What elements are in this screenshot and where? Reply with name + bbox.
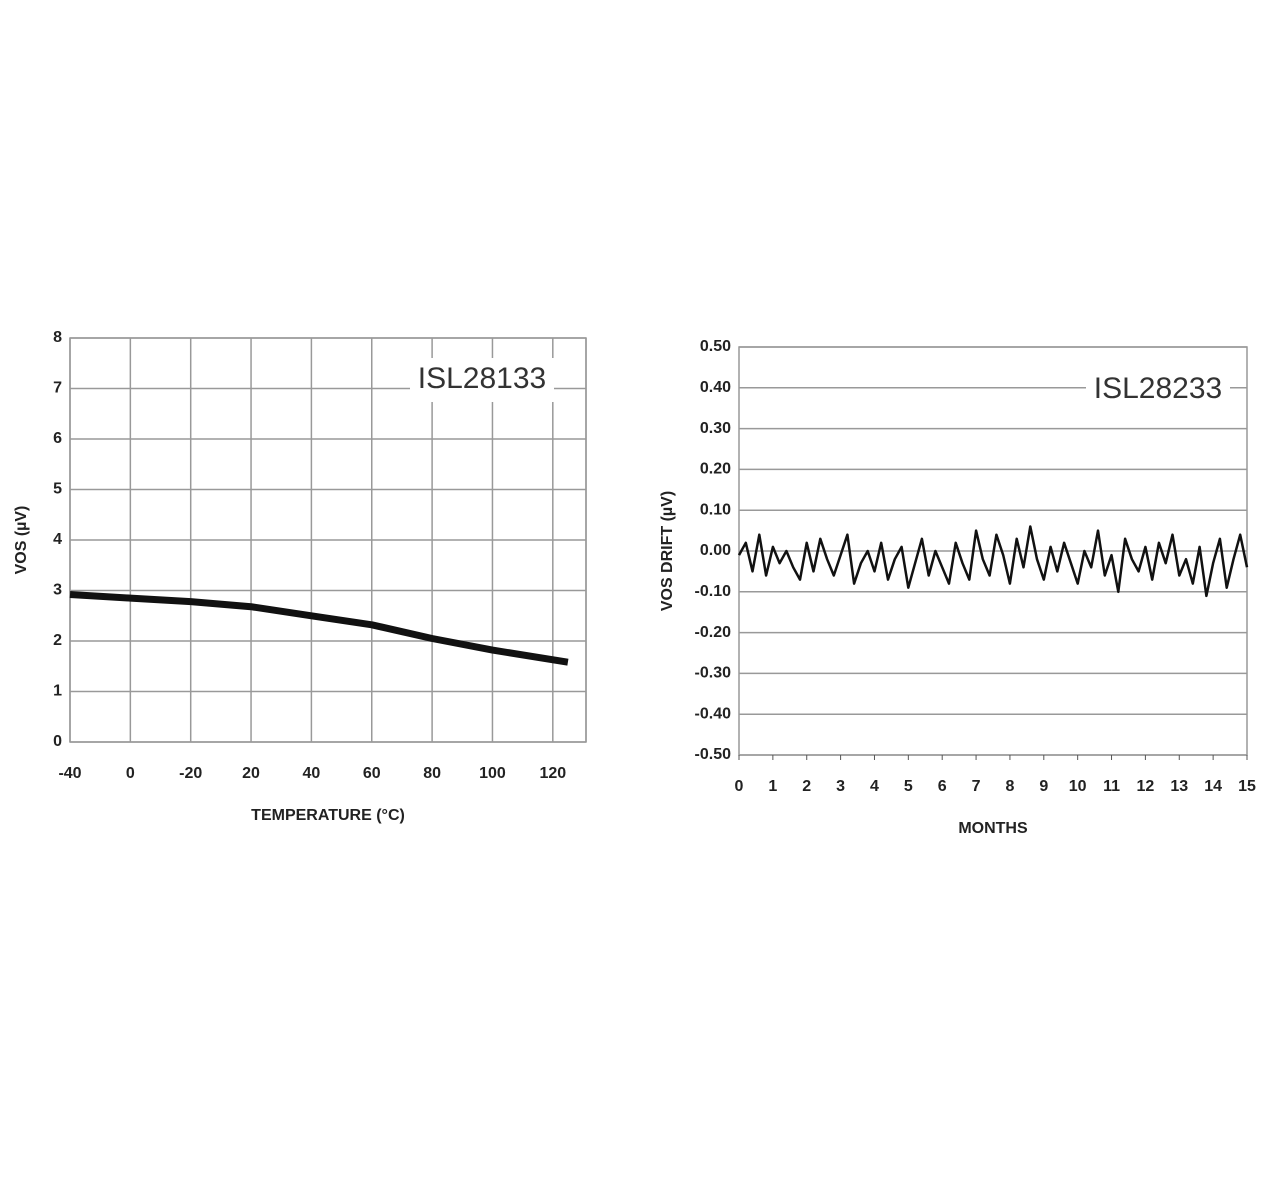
x-tick-label: 120 (539, 765, 566, 782)
x-tick-label: 8 (1005, 778, 1014, 795)
y-axis-label: VOS (µV) (13, 506, 30, 575)
x-tick-label: 40 (303, 765, 321, 782)
chart: -0.50 -0.40 -0.30 -0.20 -0.10 0.00 0.10 0.20 0.3… (659, 338, 1256, 837)
x-tick-label: 12 (1137, 778, 1155, 795)
x-tick-label: 100 (479, 765, 506, 782)
x-tick-label: 5 (904, 778, 913, 795)
y-tick-label: 5 (53, 481, 62, 498)
y-tick-label: 3 (53, 582, 62, 599)
x-tick-label: 0 (126, 765, 135, 782)
x-tick-label: 80 (423, 765, 441, 782)
x-tick-label: 2 (802, 778, 811, 795)
annotation-box (410, 358, 554, 402)
x-tick-label: 3 (836, 778, 845, 795)
y-tick-label: -0.40 (695, 705, 732, 722)
y-tick-label: 4 (53, 531, 62, 548)
x-tick-label: 7 (972, 778, 981, 795)
x-tick-label: 13 (1170, 778, 1188, 795)
annotation-box (1086, 368, 1230, 412)
y-axis-label: VOS DRIFT (µV) (659, 491, 676, 611)
y-tick-label: 7 (53, 380, 62, 397)
x-tick-label: 9 (1039, 778, 1048, 795)
x-tick-label: -40 (58, 765, 81, 782)
y-tick-label: -0.10 (695, 583, 732, 600)
x-axis-label: TEMPERATURE (°C) (251, 807, 405, 824)
y-tick-label: 0.50 (700, 338, 731, 355)
y-tick-label: 8 (53, 329, 62, 346)
y-tick-label: -0.30 (695, 665, 732, 682)
x-tick-label: 0 (735, 778, 744, 795)
x-tick-label: 6 (938, 778, 947, 795)
x-tick-label: -20 (179, 765, 202, 782)
y-tick-label: 0.20 (700, 461, 731, 478)
x-tick-label: 14 (1204, 778, 1222, 795)
data-line (69, 591, 569, 666)
y-tick-label: 0.00 (700, 542, 731, 559)
y-tick-label: 0.10 (700, 501, 731, 518)
x-axis-label: MONTHS (958, 820, 1028, 837)
x-tick-label: 10 (1069, 778, 1087, 795)
x-tick-label: 60 (363, 765, 381, 782)
y-tick-label: -0.50 (695, 746, 732, 763)
annotation: ISL28133 (418, 362, 546, 395)
chart: 0 1 2 3 4 5 6 7 8 -40 0 -20 20 40 60 80 100 120 TEMPERATUR… (13, 329, 587, 824)
x-tick-label: 1 (768, 778, 777, 795)
x-tick-label: 4 (870, 778, 879, 795)
y-tick-label: 0.40 (700, 379, 731, 396)
y-tick-label: 1 (53, 683, 62, 700)
annotation: ISL28233 (1094, 372, 1222, 405)
x-tick-label: 20 (242, 765, 260, 782)
y-tick-label: 6 (53, 430, 62, 447)
y-tick-label: -0.20 (695, 624, 732, 641)
x-tick-label: 15 (1238, 778, 1256, 795)
x-tick-label: 11 (1103, 778, 1120, 795)
y-tick-label: 0 (53, 733, 62, 750)
y-tick-label: 2 (53, 632, 62, 649)
y-tick-label: 0.30 (700, 420, 731, 437)
data-line (737, 525, 1249, 598)
